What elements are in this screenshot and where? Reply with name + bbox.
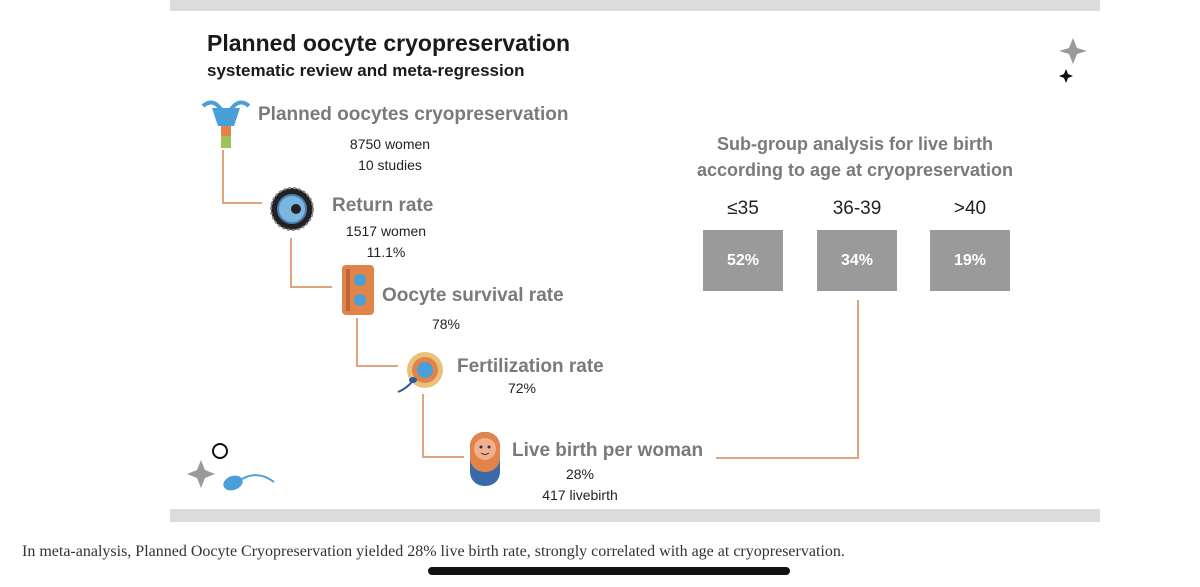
connector-1 (222, 150, 262, 204)
sperm-icon (223, 474, 275, 491)
step-value-studies: 10 studies (358, 157, 422, 173)
step-value-return-percent: 11.1% (366, 244, 406, 260)
step-title-survival-rate: Oocyte survival rate (382, 285, 564, 306)
step-title-live-birth: Live birth per woman (512, 440, 704, 461)
age-label-le35: ≤35 (727, 198, 759, 219)
connector-3 (356, 318, 398, 367)
subgroup-box-le35: 52% (703, 230, 783, 291)
step-value-survival-percent: 78% (431, 316, 461, 332)
oocyte-icon (270, 187, 314, 231)
step-value-live-birth-percent: 28% (565, 466, 595, 482)
connector-2 (290, 238, 332, 288)
top-border-band (170, 0, 1100, 11)
fertilization-icon (397, 352, 443, 393)
page-subtitle: systematic review and meta-regression (207, 61, 525, 80)
page-title: Planned oocyte cryopreservation (207, 30, 571, 56)
ring-icon (212, 443, 228, 459)
sparkle-bottom-icon (187, 460, 215, 488)
age-label-36-39: 36-39 (832, 198, 882, 219)
figure-caption: In meta-analysis, Planned Oocyte Cryopre… (22, 543, 845, 560)
step-title-fertilization-rate: Fertilization rate (457, 356, 604, 377)
subgroup-box-gt40: 19% (930, 230, 1010, 291)
home-indicator[interactable] (428, 567, 790, 575)
sparkle-small-icon (1059, 69, 1073, 83)
sparkle-icon (1059, 38, 1087, 64)
step-value-return-women: 1517 women (345, 223, 427, 239)
step-value-women: 8750 women (349, 136, 431, 152)
step-value-fertilization-percent: 72% (507, 380, 537, 396)
subgroup-heading-line2: according to age at cryopreservation (696, 160, 1014, 180)
step-title-cryopreservation: Planned oocytes cryopreservation (258, 104, 569, 125)
subgroup-heading-line1: Sub-group analysis for live birth (716, 134, 994, 154)
baby-icon (470, 432, 500, 486)
connector-to-subgroup (716, 300, 859, 459)
uterus-icon (201, 100, 251, 148)
cryo-straw-icon (342, 265, 374, 315)
subgroup-box-36-39: 34% (817, 230, 897, 291)
connector-4 (422, 394, 464, 458)
step-title-return-rate: Return rate (332, 195, 434, 216)
step-value-livebirth-count: 417 livebirth (542, 487, 618, 503)
age-label-gt40: >40 (953, 198, 987, 219)
bottom-border-band (170, 509, 1100, 522)
